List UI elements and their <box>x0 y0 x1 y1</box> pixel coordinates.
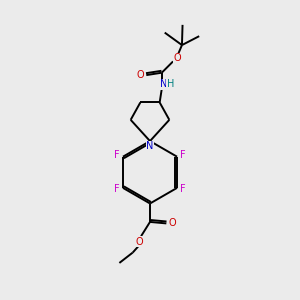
Text: O: O <box>168 218 176 228</box>
Text: O: O <box>137 70 144 80</box>
Text: F: F <box>180 150 186 160</box>
Text: O: O <box>173 53 181 64</box>
Text: H: H <box>167 79 174 89</box>
Text: O: O <box>136 236 143 247</box>
Text: F: F <box>180 184 186 194</box>
Text: F: F <box>114 150 120 160</box>
Text: F: F <box>114 184 120 194</box>
Text: N: N <box>160 79 167 89</box>
Text: N: N <box>146 141 154 151</box>
